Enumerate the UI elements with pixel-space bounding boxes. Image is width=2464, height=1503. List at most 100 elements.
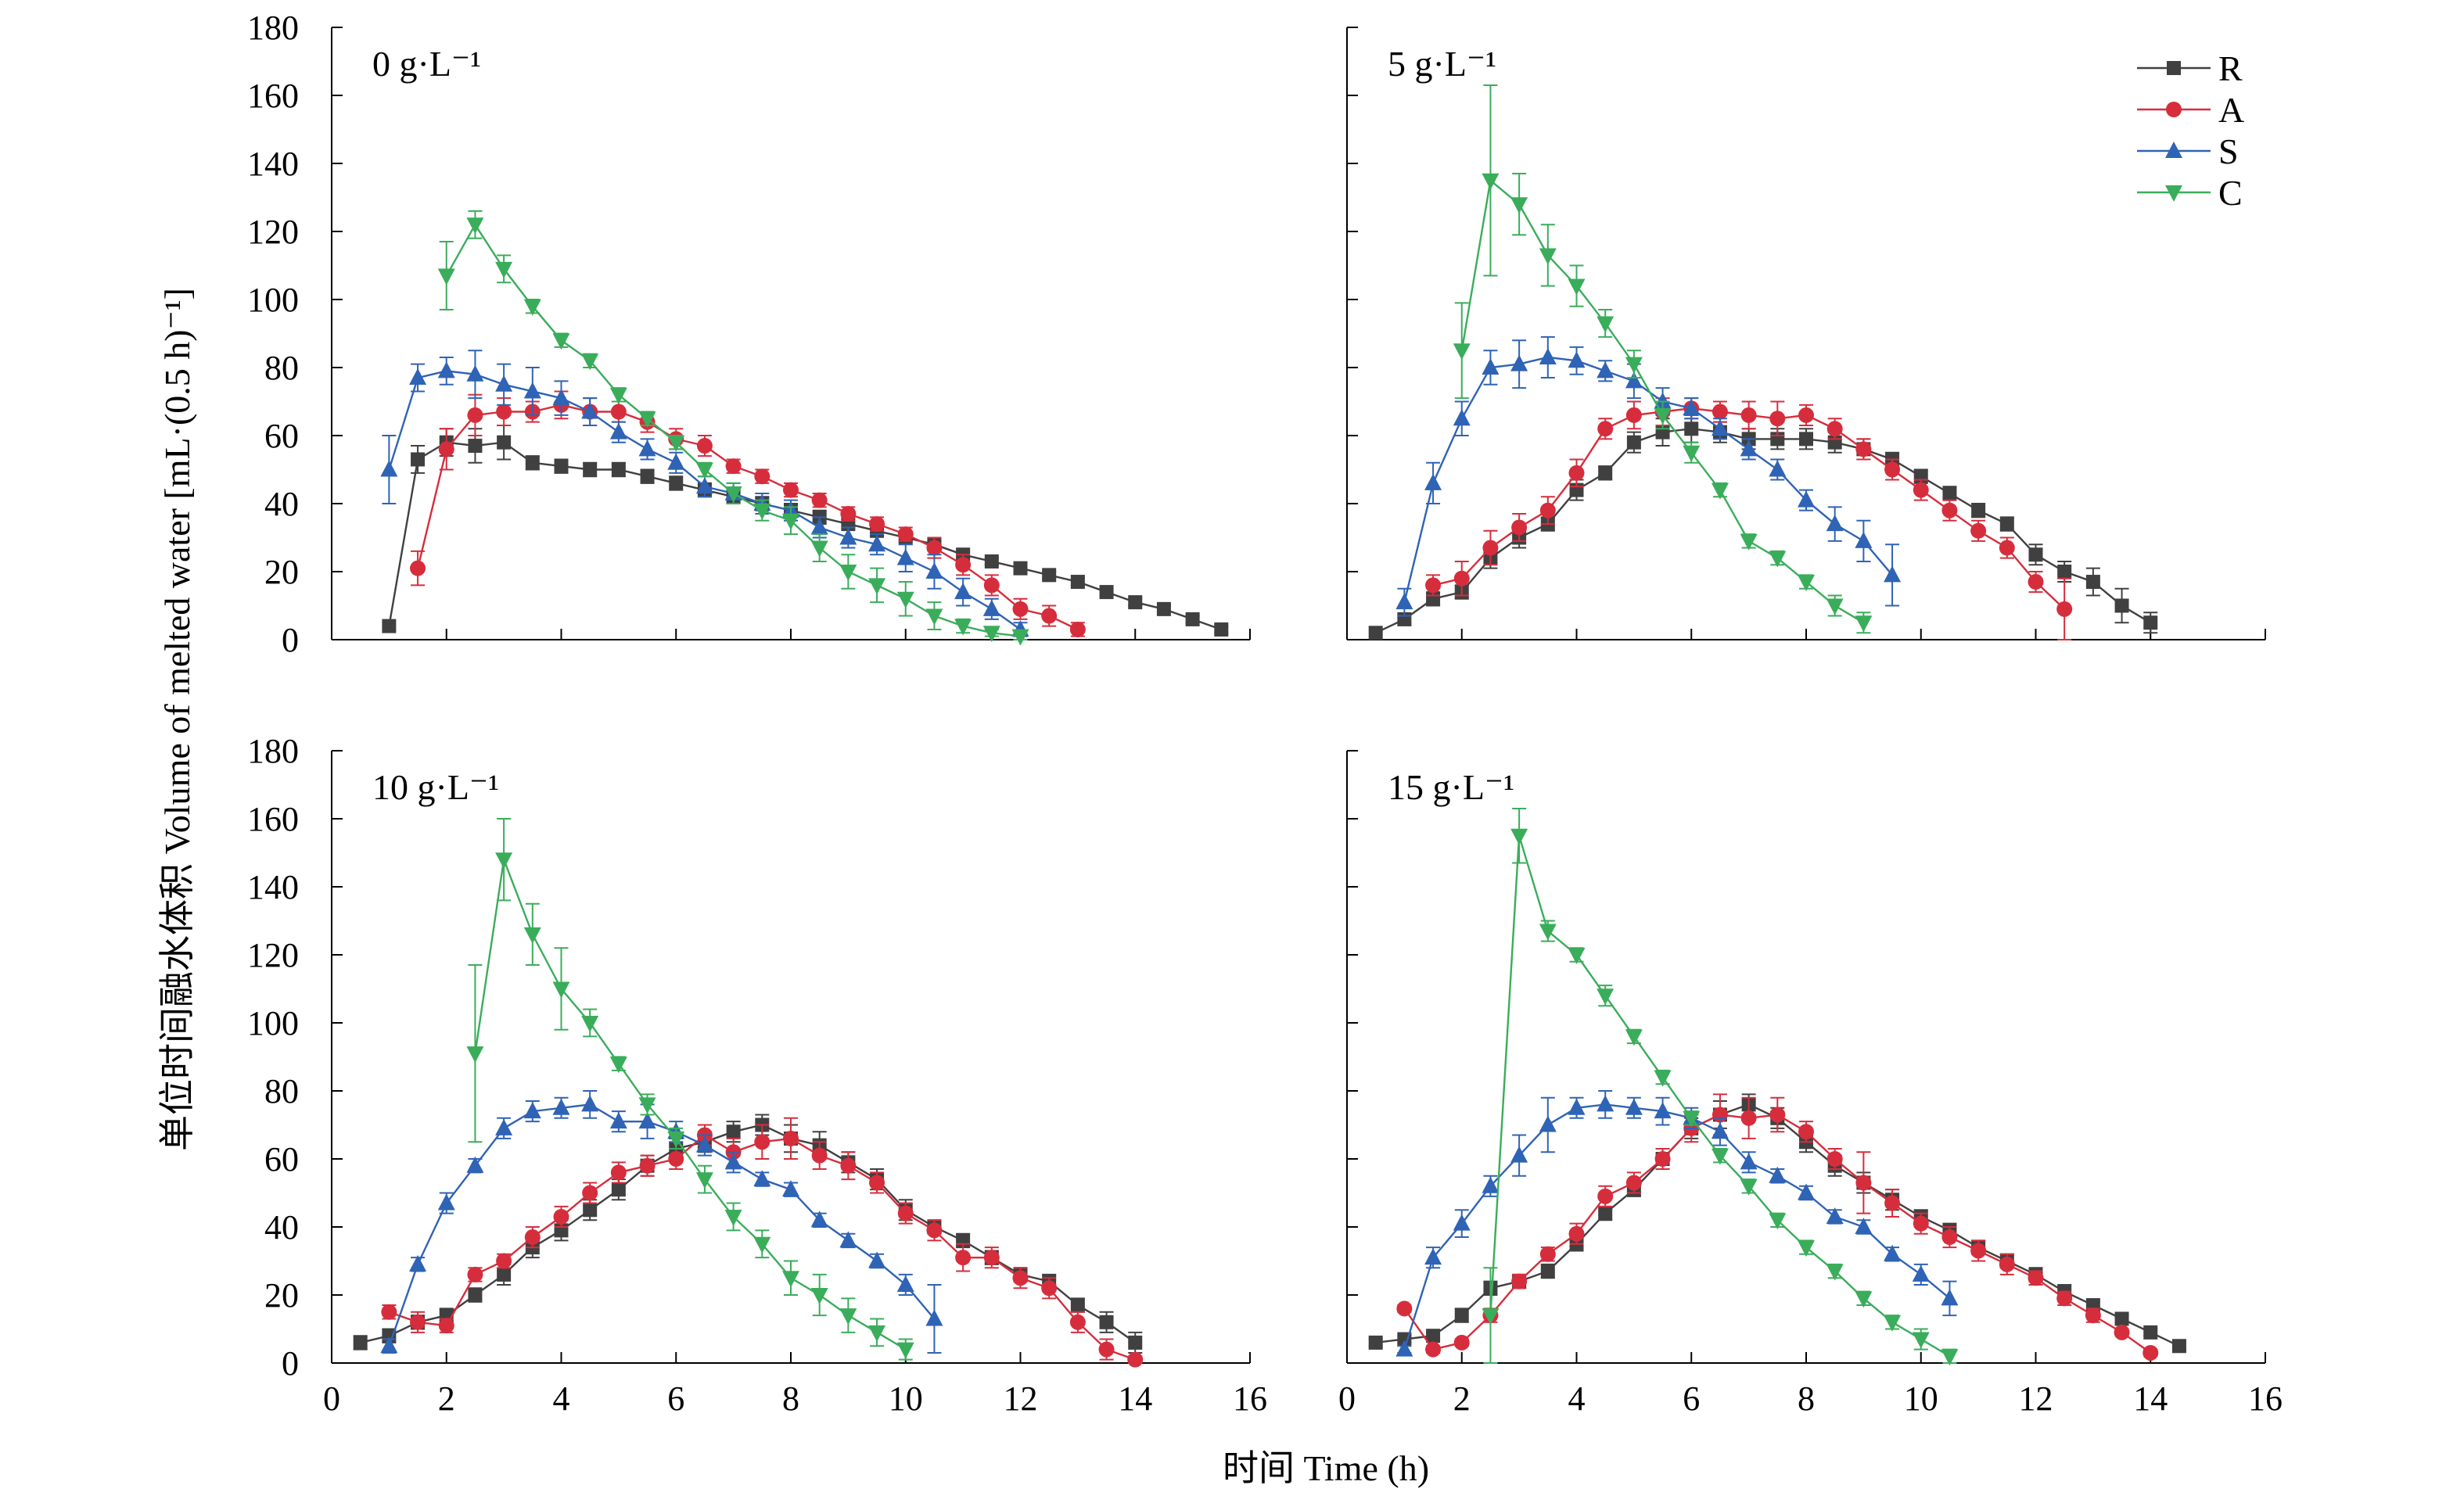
data-point-S — [1395, 1340, 1413, 1357]
data-point-C — [1453, 343, 1471, 361]
data-point-A — [897, 526, 914, 543]
data-point-S — [1912, 1264, 1930, 1282]
data-point-S — [1597, 361, 1615, 378]
data-point-A — [840, 1157, 857, 1174]
data-point-R — [1214, 622, 1229, 637]
data-point-A — [1913, 1215, 1929, 1232]
data-point-C — [1826, 598, 1844, 615]
data-point-S — [552, 389, 570, 406]
data-point-A — [1453, 1334, 1470, 1351]
x-tick-label: 10 — [1904, 1379, 1938, 1418]
data-point-C — [1625, 357, 1643, 374]
series-R — [1368, 414, 2158, 640]
data-point-A — [1539, 502, 1556, 518]
data-point-R — [1540, 1264, 1555, 1279]
panel-label: 5 g·L⁻¹ — [1388, 44, 1496, 84]
x-tick-label: 16 — [2248, 1379, 2283, 1418]
data-point-S — [409, 1254, 427, 1272]
y-tick-label: 160 — [247, 77, 299, 115]
data-point-C — [782, 513, 799, 530]
data-point-A — [467, 407, 483, 423]
data-point-C — [1625, 1029, 1643, 1046]
data-point-C — [1769, 551, 1787, 568]
data-point-S — [1424, 1248, 1442, 1265]
x-tick-label: 0 — [1338, 1379, 1356, 1418]
data-point-C — [724, 1209, 742, 1226]
legend-marker-C — [2165, 185, 2182, 202]
data-point-C — [839, 565, 857, 581]
data-point-S — [1740, 439, 1758, 457]
data-point-S — [1711, 1122, 1729, 1139]
legend-label-C: C — [2218, 173, 2243, 213]
x-axis-title: 时间 Time (h) — [1223, 1448, 1429, 1488]
data-point-A — [926, 1222, 943, 1239]
data-point-S — [1826, 515, 1844, 532]
data-point-R — [554, 459, 569, 474]
data-point-C — [1568, 948, 1586, 964]
data-point-S — [1539, 1115, 1557, 1132]
data-point-R — [1426, 1329, 1441, 1343]
y-tick-label: 160 — [247, 800, 299, 838]
data-point-A — [610, 1164, 627, 1181]
data-point-R — [497, 435, 512, 450]
data-point-R — [1185, 612, 1200, 626]
data-point-A — [438, 441, 454, 457]
series-S — [380, 1090, 943, 1354]
data-point-A — [2028, 1270, 2044, 1286]
data-point-A — [1425, 577, 1442, 594]
data-point-A — [1913, 482, 1929, 498]
data-point-A — [811, 1147, 828, 1164]
data-point-C — [1482, 1308, 1500, 1325]
data-point-A — [1511, 519, 1528, 536]
data-point-A — [1769, 411, 1786, 427]
data-point-S — [1625, 371, 1643, 389]
data-point-C — [1826, 1264, 1844, 1281]
data-point-R — [611, 1182, 626, 1197]
data-point-A — [639, 1157, 656, 1174]
data-point-S — [724, 1153, 742, 1170]
data-point-A — [1539, 1246, 1556, 1262]
x-tick-label: 14 — [1118, 1379, 1152, 1418]
data-point-R — [468, 439, 483, 454]
data-point-C — [896, 1342, 914, 1359]
data-point-R — [1013, 561, 1028, 576]
data-point-R — [1070, 1298, 1085, 1313]
data-point-S — [1482, 1176, 1500, 1193]
x-tick-label: 4 — [553, 1379, 570, 1418]
data-point-A — [1855, 1175, 1872, 1191]
data-point-A — [840, 506, 857, 522]
data-point-A — [811, 492, 828, 508]
data-point-R — [583, 462, 598, 477]
data-point-C — [495, 852, 513, 870]
data-point-A — [1941, 1229, 1958, 1246]
data-point-A — [1712, 404, 1728, 420]
data-point-C — [1855, 615, 1873, 633]
data-point-S — [1711, 419, 1729, 436]
series-A — [381, 1117, 1144, 1368]
data-point-R — [411, 452, 426, 467]
data-point-C — [1855, 1291, 1873, 1308]
x-tick-label: 2 — [438, 1379, 455, 1418]
y-tick-label: 180 — [247, 732, 299, 770]
data-point-S — [1424, 473, 1442, 490]
x-tick-label: 16 — [1233, 1379, 1267, 1418]
data-point-S — [839, 1231, 857, 1248]
data-point-A — [783, 482, 799, 498]
x-tick-label: 6 — [1683, 1379, 1700, 1418]
data-point-C — [1683, 445, 1701, 462]
data-point-C — [667, 1131, 685, 1148]
series-C — [1482, 807, 1959, 1366]
y-tick-label: 60 — [264, 1140, 299, 1178]
data-point-A — [524, 1229, 541, 1246]
data-point-C — [810, 1288, 828, 1304]
data-point-C — [1740, 1178, 1758, 1196]
y-tick-label: 20 — [264, 1276, 299, 1315]
data-point-S — [1855, 531, 1873, 548]
data-point-S — [581, 402, 599, 419]
data-point-C — [1711, 482, 1729, 500]
series-line-C — [474, 856, 907, 1351]
data-point-R — [1368, 626, 1383, 640]
legend-marker-S — [2165, 142, 2182, 158]
data-point-S — [810, 518, 828, 535]
data-point-S — [1453, 409, 1471, 426]
